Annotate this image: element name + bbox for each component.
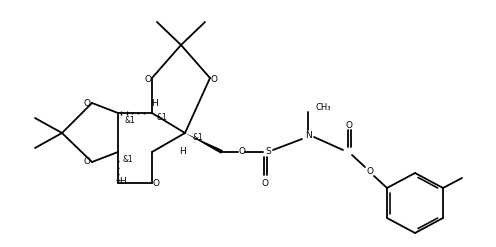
Text: &1: &1 <box>123 156 133 165</box>
Text: O: O <box>152 180 160 188</box>
Text: &1: &1 <box>157 114 167 123</box>
Text: H: H <box>152 99 158 107</box>
Text: O: O <box>367 167 373 177</box>
Text: O: O <box>346 122 353 130</box>
Text: &1: &1 <box>124 117 135 125</box>
Text: N: N <box>305 130 311 140</box>
Text: O: O <box>83 99 90 107</box>
Text: H: H <box>180 146 186 156</box>
Text: &1: &1 <box>192 133 203 143</box>
Polygon shape <box>185 133 223 154</box>
Text: H: H <box>119 178 125 186</box>
Text: O: O <box>239 146 246 156</box>
Text: O: O <box>210 75 218 83</box>
Text: O: O <box>261 179 268 187</box>
Text: CH₃: CH₃ <box>316 103 331 111</box>
Text: O: O <box>83 158 90 166</box>
Text: S: S <box>265 147 271 157</box>
Text: O: O <box>144 75 151 83</box>
